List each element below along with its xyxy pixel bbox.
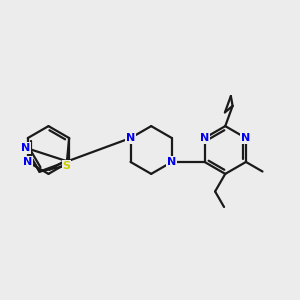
Text: N: N [23,157,32,167]
Text: N: N [21,143,30,153]
Text: N: N [241,133,250,143]
Text: N: N [167,157,176,167]
Text: N: N [200,133,209,143]
Text: N: N [126,133,135,143]
Text: S: S [62,160,70,171]
